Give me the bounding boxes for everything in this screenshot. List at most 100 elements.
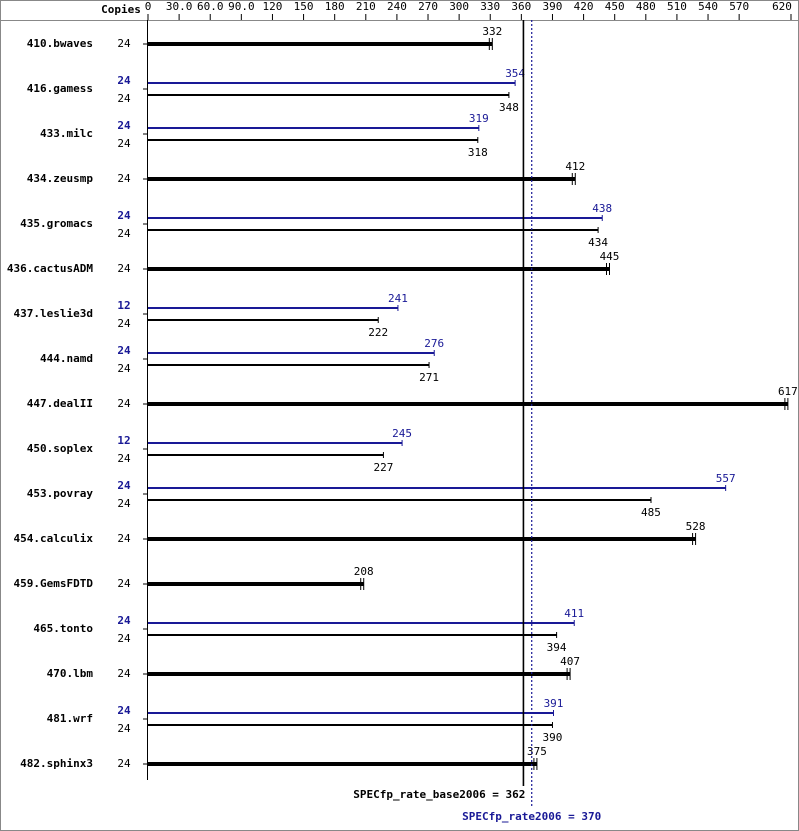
bar [148, 487, 726, 489]
copies: 24 [117, 344, 131, 357]
x-tick-label: 30.0 [166, 0, 193, 13]
reference-label: SPECfp_rate_base2006 = 362 [353, 788, 525, 801]
benchmark-label: 465.tonto [33, 622, 93, 635]
value-label: 394 [547, 641, 567, 654]
bar [148, 442, 403, 444]
value-label: 434 [588, 236, 608, 249]
benchmark-label: 435.gromacs [20, 217, 93, 230]
benchmark-label: 481.wrf [47, 712, 93, 725]
bar [148, 229, 599, 231]
benchmark-label: 410.bwaves [27, 37, 93, 50]
copies: 24 [117, 317, 131, 330]
benchmark-label: 436.cactusADM [7, 262, 93, 275]
bar [148, 634, 557, 636]
bar [148, 139, 478, 141]
value-label: 528 [686, 520, 706, 533]
benchmark-label: 433.milc [40, 127, 93, 140]
value-label: 227 [373, 461, 393, 474]
benchmark-label: 416.gamess [27, 82, 93, 95]
x-tick-label: 480 [636, 0, 656, 13]
value-label: 438 [592, 202, 612, 215]
copies: 24 [117, 757, 131, 770]
benchmark-label: 454.calculix [14, 532, 94, 545]
copies: 24 [117, 92, 131, 105]
benchmark-label: 447.dealII [27, 397, 93, 410]
x-tick-label: 570 [729, 0, 749, 13]
copies: 24 [117, 362, 131, 375]
x-tick-label: 120 [263, 0, 283, 13]
x-tick-label: 210 [356, 0, 376, 13]
value-label: 445 [600, 250, 620, 263]
bar [148, 724, 553, 726]
value-label: 375 [527, 745, 547, 758]
x-tick-label: 540 [698, 0, 718, 13]
x-tick-label: 60.0 [197, 0, 224, 13]
value-label: 617 [778, 385, 798, 398]
benchmark-label: 437.leslie3d [14, 307, 93, 320]
copies: 24 [117, 704, 131, 717]
value-label: 390 [543, 731, 563, 744]
value-label: 348 [499, 101, 519, 114]
bar [148, 177, 576, 181]
copies: 24 [117, 479, 131, 492]
bar [148, 94, 509, 96]
x-tick-label: 270 [418, 0, 438, 13]
value-label: 485 [641, 506, 661, 519]
copies: 24 [117, 262, 131, 275]
copies: 24 [117, 227, 131, 240]
bar [148, 267, 610, 271]
value-label: 241 [388, 292, 408, 305]
bar [148, 127, 479, 129]
copies: 24 [117, 667, 131, 680]
bar [148, 762, 537, 766]
x-tick-label: 330 [480, 0, 500, 13]
bar [148, 402, 788, 406]
copies: 24 [117, 532, 131, 545]
copies: 12 [117, 434, 130, 447]
bar [148, 307, 398, 309]
value-label: 245 [392, 427, 412, 440]
copies: 12 [117, 299, 130, 312]
copies: 24 [117, 172, 131, 185]
copies: 24 [117, 137, 131, 150]
bar [148, 622, 575, 624]
x-tick-label: 510 [667, 0, 687, 13]
bar [148, 582, 364, 586]
value-label: 318 [468, 146, 488, 159]
x-tick-label: 420 [574, 0, 594, 13]
x-tick-label: 90.0 [228, 0, 255, 13]
x-tick-label: 450 [605, 0, 625, 13]
bar [148, 352, 435, 354]
value-label: 222 [368, 326, 388, 339]
copies: 24 [117, 722, 131, 735]
x-tick-label: 150 [294, 0, 314, 13]
reference-label: SPECfp_rate2006 = 370 [462, 810, 601, 823]
copies: 24 [117, 614, 131, 627]
value-label: 411 [564, 607, 584, 620]
x-tick-label: 390 [543, 0, 563, 13]
bar [148, 672, 571, 676]
bar [148, 499, 651, 501]
value-label: 332 [482, 25, 502, 38]
x-tick-label: 360 [511, 0, 531, 13]
bar [148, 42, 493, 46]
copies: 24 [117, 452, 131, 465]
value-label: 276 [424, 337, 444, 350]
value-label: 271 [419, 371, 439, 384]
benchmark-label: 470.lbm [47, 667, 94, 680]
copies: 24 [117, 497, 131, 510]
x-tick-label: 0 [145, 0, 152, 13]
x-tick-label: 300 [449, 0, 469, 13]
copies: 24 [117, 577, 131, 590]
bar [148, 537, 696, 541]
value-label: 391 [544, 697, 564, 710]
benchmark-label: 444.namd [40, 352, 93, 365]
value-label: 412 [565, 160, 585, 173]
benchmark-label: 459.GemsFDTD [14, 577, 94, 590]
x-tick-label: 180 [325, 0, 345, 13]
x-tick-label: 240 [387, 0, 407, 13]
value-label: 557 [716, 472, 736, 485]
bar [148, 712, 554, 714]
